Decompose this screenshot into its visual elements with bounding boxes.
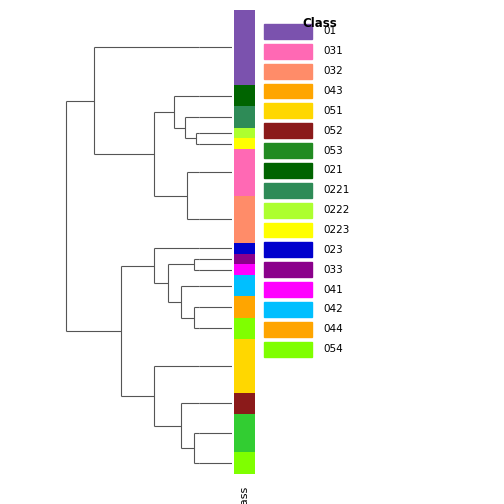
Text: 031: 031 <box>324 46 343 56</box>
Bar <box>234 128 255 138</box>
Text: 0221: 0221 <box>324 185 350 195</box>
Bar <box>234 243 255 254</box>
Text: 01: 01 <box>324 26 337 36</box>
Text: 021: 021 <box>324 165 343 175</box>
FancyBboxPatch shape <box>264 223 311 237</box>
Bar <box>234 296 255 318</box>
Text: 0222: 0222 <box>324 205 350 215</box>
Bar <box>234 254 255 265</box>
FancyBboxPatch shape <box>264 44 311 59</box>
Text: 044: 044 <box>324 324 343 334</box>
Text: 054: 054 <box>324 344 343 354</box>
FancyBboxPatch shape <box>264 64 311 79</box>
FancyBboxPatch shape <box>264 282 311 297</box>
Text: 033: 033 <box>324 265 343 275</box>
Bar <box>234 196 255 243</box>
Bar <box>234 339 255 393</box>
FancyBboxPatch shape <box>264 84 311 98</box>
FancyBboxPatch shape <box>264 322 311 337</box>
Bar <box>234 149 255 196</box>
Text: 043: 043 <box>324 86 343 96</box>
FancyBboxPatch shape <box>264 123 311 138</box>
Bar <box>234 453 255 474</box>
Bar <box>234 265 255 275</box>
FancyBboxPatch shape <box>264 342 311 356</box>
Bar <box>234 10 255 85</box>
Text: 023: 023 <box>324 245 343 255</box>
Bar <box>234 138 255 149</box>
FancyBboxPatch shape <box>264 24 311 39</box>
Text: 051: 051 <box>324 106 343 116</box>
Bar <box>234 393 255 414</box>
FancyBboxPatch shape <box>264 302 311 317</box>
FancyBboxPatch shape <box>264 103 311 118</box>
Bar <box>234 414 255 453</box>
FancyBboxPatch shape <box>264 143 311 158</box>
Text: 042: 042 <box>324 304 343 314</box>
Text: 032: 032 <box>324 66 343 76</box>
Bar <box>234 318 255 339</box>
FancyBboxPatch shape <box>264 183 311 198</box>
Bar <box>234 106 255 128</box>
FancyBboxPatch shape <box>264 262 311 277</box>
FancyBboxPatch shape <box>264 163 311 178</box>
Text: 041: 041 <box>324 285 343 294</box>
Text: 053: 053 <box>324 146 343 156</box>
FancyBboxPatch shape <box>264 203 311 218</box>
Text: Class: Class <box>302 17 337 30</box>
Bar <box>234 85 255 106</box>
Text: 0223: 0223 <box>324 225 350 235</box>
Text: 052: 052 <box>324 125 343 136</box>
Text: Class: Class <box>239 485 249 504</box>
Bar <box>234 275 255 296</box>
FancyBboxPatch shape <box>264 242 311 257</box>
